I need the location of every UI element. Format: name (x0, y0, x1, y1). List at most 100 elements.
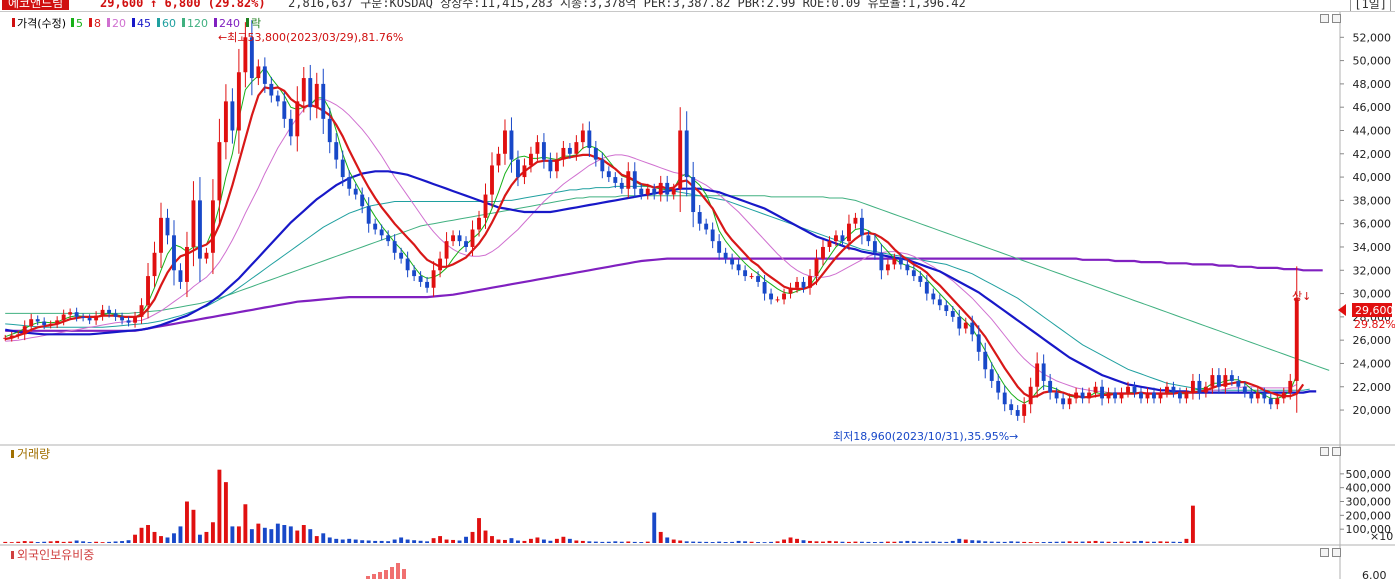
volume-bar (68, 541, 73, 543)
price-panel-close-button[interactable] (1332, 14, 1341, 23)
volume-bar (976, 540, 981, 543)
candle-body (879, 252, 884, 271)
legend-label[interactable]: 20 (112, 17, 126, 30)
candle-body (490, 165, 494, 195)
legend-swatch (214, 18, 217, 27)
candle-body (1106, 392, 1111, 399)
volume-bar (1100, 541, 1105, 543)
volume-bar (425, 541, 430, 543)
volume-bar (373, 540, 378, 543)
candle-body (288, 118, 293, 137)
legend-label[interactable]: 8 (94, 17, 101, 30)
legend-label[interactable]: 240 (219, 17, 240, 30)
volume-bar (16, 541, 21, 543)
candle-body (178, 270, 183, 282)
candle-body (236, 72, 241, 131)
candle-body (866, 235, 871, 242)
legend-label[interactable]: 60 (162, 17, 176, 30)
foreign-bar (390, 567, 394, 579)
volume-bar (911, 541, 916, 543)
candle-body (872, 241, 877, 253)
volume-bar (782, 539, 786, 543)
volume-bar (301, 525, 306, 543)
candle-body (606, 171, 611, 178)
price-tick-label: 50,000 (1353, 55, 1392, 68)
price-tick-label: 24,000 (1353, 357, 1392, 370)
legend-swatch (182, 18, 185, 27)
candle-body (769, 293, 774, 300)
legend-label[interactable]: 120 (187, 17, 208, 30)
volume-bar (9, 542, 14, 543)
volume-bar (970, 540, 975, 543)
candle-body (898, 258, 903, 265)
legend-label[interactable]: 5 (76, 17, 83, 30)
candle-body (16, 334, 21, 336)
volume-bar (989, 541, 994, 543)
volume-bar (1080, 541, 1085, 543)
volume-bar (236, 526, 241, 543)
candle-body (197, 200, 202, 259)
candle-body (42, 321, 47, 326)
candle-body (22, 326, 27, 335)
volume-bar (613, 541, 618, 543)
candle-body (431, 270, 436, 288)
candle-body (1242, 386, 1247, 393)
candle-body (133, 316, 137, 323)
candle-body (892, 258, 897, 265)
volume-bar (944, 541, 949, 543)
candle-body (464, 241, 468, 247)
candle-body (457, 235, 462, 242)
volume-bar (29, 541, 34, 543)
foreign-ownership-bars (366, 563, 406, 579)
candle-body (600, 159, 605, 172)
candle-body (107, 309, 112, 314)
volume-bar (645, 541, 650, 543)
period-selector[interactable]: [1일] (1350, 0, 1391, 11)
volume-bar (834, 541, 838, 543)
foreign-panel-minimize-button[interactable] (1320, 548, 1329, 557)
volume-bar (639, 542, 644, 543)
candle-body (1223, 375, 1228, 387)
volume-bar (866, 541, 871, 543)
volume-bar (665, 537, 670, 543)
candle-body (1197, 380, 1202, 393)
foreign-panel-close-button[interactable] (1332, 548, 1341, 557)
volume-panel-close-button[interactable] (1332, 447, 1341, 456)
candle-body (749, 276, 754, 278)
candle-body (1171, 386, 1176, 393)
candle-body (743, 270, 748, 277)
candle-body (924, 281, 929, 294)
volume-bar (256, 523, 261, 543)
volume-bar (541, 539, 546, 543)
volume-bar (81, 541, 86, 543)
volume-panel-minimize-button[interactable] (1320, 447, 1329, 456)
legend-label[interactable]: 45 (137, 17, 151, 30)
volume-bar (1184, 538, 1189, 543)
candle-body (1022, 404, 1027, 416)
candle-body (1190, 380, 1195, 393)
candle-body (626, 171, 631, 189)
price-panel-minimize-button[interactable] (1320, 14, 1329, 23)
price-tick-label: 52,000 (1353, 31, 1392, 44)
legend-label[interactable]: 가격(수정) (17, 17, 66, 30)
candle-body (1255, 392, 1260, 399)
candle-body (139, 305, 144, 317)
volume-bar (126, 540, 131, 543)
volume-bar (522, 540, 527, 543)
volume-bar (470, 531, 475, 543)
candle-body (983, 351, 988, 370)
candle-body (613, 177, 618, 183)
volume-bar (1126, 541, 1130, 543)
volume-bar (821, 541, 825, 543)
volume-bar (100, 542, 105, 543)
candle-body (1067, 398, 1072, 405)
stock-name[interactable]: 에코앤드림 (2, 0, 70, 10)
volume-bar (756, 542, 761, 543)
candle-body (522, 165, 527, 178)
price-tick-label: 34,000 (1353, 241, 1392, 254)
candle-body (1158, 392, 1163, 399)
legend-label[interactable]: 락 (251, 17, 261, 30)
candle-body (360, 194, 365, 207)
volume-bar (1119, 541, 1124, 543)
